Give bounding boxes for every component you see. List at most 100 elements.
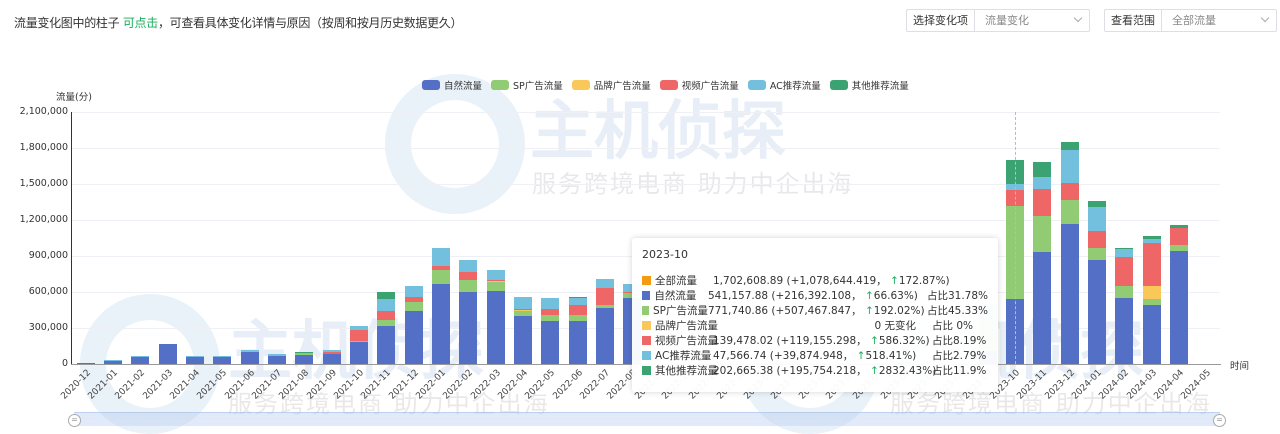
bar-segment-video — [350, 330, 368, 342]
bar-2021-04[interactable] — [186, 356, 204, 364]
gridline — [72, 112, 1220, 113]
range-value[interactable]: 全部流量 — [1162, 10, 1276, 31]
bar-segment-other — [1115, 247, 1134, 249]
tooltip-row: AC推荐流量 47,566.74 (+39,874.948， ↑518.41%) 占… — [642, 348, 988, 363]
bar-segment-natural — [1033, 252, 1052, 364]
bar-segment-ac — [1088, 206, 1106, 231]
chart-legend: 自然流量 SP广告流量 品牌广告流量 视频广告流量 AC推荐流量 其他推荐流量 — [422, 78, 909, 92]
bar-segment-sp — [459, 279, 478, 292]
bar-segment-ac — [1033, 176, 1052, 189]
bar-segment-video — [514, 308, 532, 310]
bar-2021-09[interactable] — [322, 350, 341, 364]
bar-2024-04[interactable] — [1170, 224, 1188, 364]
bar-2023-11[interactable] — [1033, 162, 1052, 364]
bar-segment-ac — [541, 298, 560, 309]
range-select[interactable]: 查看范围 全部流量 — [1104, 9, 1277, 32]
bar-segment-ac — [514, 296, 532, 309]
bar-2021-01[interactable] — [104, 359, 122, 364]
bar-segment-ac — [186, 356, 204, 358]
bar-segment-sp — [486, 282, 505, 291]
tooltip-row: SP广告流量 771,740.86 (+507,467.847， ↑192.02%… — [642, 303, 988, 318]
bar-segment-video — [541, 308, 560, 315]
bar-2022-02[interactable] — [459, 259, 478, 364]
traffic-chart: 主机侦探 服务跨境电商 助力中企出海 主机侦探 服务跨境电商 助力中企出海 主机… — [0, 44, 1280, 434]
bar-2022-05[interactable] — [541, 298, 560, 364]
bar-2021-07[interactable] — [268, 354, 286, 364]
legend-item-natural[interactable]: 自然流量 — [422, 78, 482, 92]
tooltip-title: 2023-10 — [642, 248, 688, 261]
bar-segment-natural — [350, 342, 368, 364]
bar-segment-natural — [377, 325, 396, 364]
bar-segment-sp — [514, 311, 532, 316]
legend-item-ac[interactable]: AC推荐流量 — [747, 78, 821, 92]
legend-item-video[interactable]: 视频广告流量 — [659, 78, 739, 92]
bar-2021-08[interactable] — [295, 351, 314, 364]
bar-segment-ac — [240, 350, 259, 352]
legend-item-brand[interactable]: 品牌广告流量 — [571, 78, 651, 92]
bar-segment-other — [295, 351, 314, 354]
watermark-logo-icon — [385, 74, 525, 214]
bar-segment-sp — [295, 354, 314, 356]
datazoom-right-handle[interactable]: = — [1213, 414, 1226, 427]
legend-item-other[interactable]: 其他推荐流量 — [829, 78, 909, 92]
bar-segment-video — [1115, 257, 1134, 286]
bar-2024-02[interactable] — [1115, 247, 1134, 364]
gridline — [72, 148, 1220, 149]
bar-2021-03[interactable] — [158, 343, 177, 364]
change-item-label: 选择变化项 — [907, 10, 975, 31]
natural-marker-icon — [642, 291, 651, 300]
bar-segment-natural — [1142, 305, 1161, 364]
bar-segment-ac — [596, 278, 614, 289]
bar-segment-sp — [377, 319, 396, 326]
bar-segment-natural — [514, 315, 532, 364]
tooltip-row: 自然流量 541,157.88 (+216,392.108， ↑66.63%) 占比… — [642, 288, 988, 303]
bar-segment-sp — [1060, 199, 1079, 224]
bar-2021-05[interactable] — [213, 356, 232, 364]
bar-segment-sp — [1115, 285, 1134, 298]
bar-2022-03[interactable] — [486, 270, 505, 364]
bar-2021-10[interactable] — [350, 325, 368, 364]
bar-2022-04[interactable] — [514, 296, 532, 364]
bar-segment-ac — [322, 350, 341, 352]
bar-segment-ac — [377, 299, 396, 312]
bar-segment-natural — [295, 355, 314, 364]
bar-2021-12[interactable] — [404, 286, 423, 364]
bar-segment-video — [1088, 230, 1106, 248]
bar-2022-01[interactable] — [432, 247, 450, 364]
bar-2024-01[interactable] — [1088, 200, 1106, 364]
bar-2020-12[interactable] — [76, 363, 95, 364]
legend-item-sp[interactable]: SP广告流量 — [491, 78, 563, 92]
bar-2021-11[interactable] — [377, 292, 396, 364]
bar-2024-03[interactable] — [1142, 235, 1161, 364]
bar-2022-06[interactable] — [568, 296, 587, 364]
datazoom-left-handle[interactable]: = — [68, 414, 81, 427]
bar-2022-07[interactable] — [596, 278, 614, 364]
bar-2023-12[interactable] — [1060, 142, 1079, 364]
bar-segment-sp — [541, 314, 560, 321]
bar-segment-natural — [404, 311, 423, 364]
other-swatch-icon — [829, 80, 848, 90]
datazoom-slider[interactable] — [74, 412, 1220, 426]
range-label: 查看范围 — [1105, 10, 1162, 31]
change-item-select[interactable]: 选择变化项 流量变化 — [906, 9, 1090, 32]
arrow-up-icon: ↑ — [856, 350, 866, 362]
bar-2021-02[interactable] — [131, 356, 150, 364]
bar-2021-06[interactable] — [240, 350, 259, 364]
watermark-subtext: 服务跨境电商 助力中企出海 — [532, 170, 854, 198]
bar-segment-sp — [1088, 247, 1106, 260]
change-item-value[interactable]: 流量变化 — [975, 10, 1089, 31]
arrow-up-icon: ↑ — [870, 335, 879, 347]
bar-segment-ac — [350, 325, 368, 331]
bar-segment-natural — [432, 283, 450, 364]
gridline — [72, 184, 1220, 185]
bar-segment-ac — [131, 356, 150, 358]
bar-segment-brand — [486, 281, 505, 283]
chart-tooltip: 2023-10 全部流量 1,702,608.89 (+1,078,644.419… — [632, 238, 998, 392]
bar-segment-ac — [486, 270, 505, 281]
bar-segment-sp — [350, 341, 368, 343]
bar-segment-video — [404, 296, 423, 302]
bar-segment-other — [377, 292, 396, 300]
bar-segment-other — [1142, 235, 1161, 240]
bar-segment-natural — [596, 307, 614, 364]
bar-segment-ac — [404, 286, 423, 297]
